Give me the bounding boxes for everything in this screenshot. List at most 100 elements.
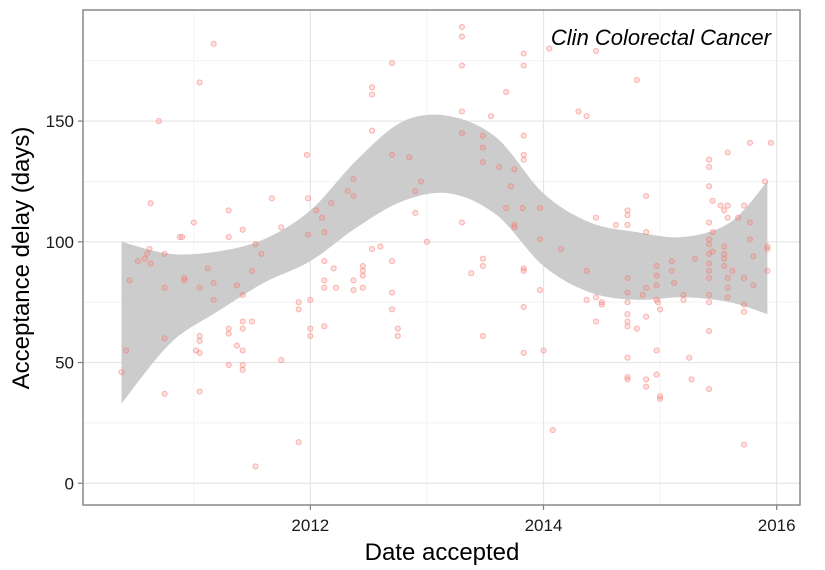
data-point xyxy=(724,294,731,301)
data-point xyxy=(458,108,465,115)
data-point xyxy=(624,274,631,282)
data-point xyxy=(394,325,401,332)
data-point xyxy=(412,188,419,195)
data-point xyxy=(653,371,660,378)
data-point xyxy=(520,156,527,163)
data-point xyxy=(624,354,631,361)
data-point xyxy=(388,306,396,313)
data-point xyxy=(239,366,246,373)
data-point xyxy=(134,258,141,265)
data-point xyxy=(210,279,217,286)
data-point xyxy=(624,323,631,330)
data-point xyxy=(692,255,699,262)
data-point xyxy=(196,79,203,86)
data-point xyxy=(233,342,240,349)
data-point xyxy=(575,108,582,115)
data-point xyxy=(295,439,302,446)
x-axis-title: Date accepted xyxy=(365,539,520,566)
data-point xyxy=(487,113,495,120)
data-point xyxy=(161,335,168,342)
data-point xyxy=(536,287,544,294)
data-point xyxy=(350,277,357,284)
data-point xyxy=(520,303,527,311)
journal-annotation: Clin Colorectal Cancer xyxy=(551,25,773,50)
data-point xyxy=(295,306,302,313)
data-point xyxy=(507,183,514,190)
x-tick-label: 2016 xyxy=(758,516,796,535)
data-point xyxy=(161,250,168,257)
data-point xyxy=(598,301,605,308)
confidence-band-layer xyxy=(121,114,768,404)
data-point xyxy=(540,347,547,354)
data-point xyxy=(318,214,326,221)
data-point xyxy=(233,282,240,289)
data-point xyxy=(225,207,232,214)
y-tick-label: 50 xyxy=(55,354,74,373)
data-point xyxy=(278,224,285,231)
data-point xyxy=(688,376,695,383)
data-point xyxy=(479,332,486,340)
data-point xyxy=(239,318,246,325)
data-point xyxy=(746,236,753,243)
data-point xyxy=(653,272,660,279)
data-point xyxy=(307,325,314,332)
data-point xyxy=(721,255,728,262)
data-point xyxy=(583,267,590,274)
data-point xyxy=(210,40,217,47)
data-point xyxy=(549,427,556,434)
data-point xyxy=(764,267,771,274)
data-point xyxy=(709,229,716,236)
data-point xyxy=(764,245,771,253)
data-point xyxy=(680,291,687,298)
data-point xyxy=(643,376,650,383)
data-point xyxy=(321,229,328,236)
data-point xyxy=(724,214,731,221)
data-point xyxy=(328,200,335,207)
data-point xyxy=(724,284,731,291)
data-point xyxy=(746,139,753,146)
data-point xyxy=(141,255,148,262)
data-point xyxy=(592,318,600,325)
data-point xyxy=(304,195,312,202)
data-point xyxy=(468,270,475,277)
data-point xyxy=(740,308,748,315)
data-point xyxy=(155,118,162,125)
data-point xyxy=(624,311,631,318)
data-point xyxy=(643,229,650,236)
data-point xyxy=(740,441,748,448)
data-point xyxy=(657,393,664,400)
data-point xyxy=(268,195,275,202)
data-point xyxy=(239,226,246,233)
data-point xyxy=(147,260,154,267)
data-point xyxy=(359,284,366,291)
y-axis-title: Acceptance delay (days) xyxy=(8,127,35,390)
data-point xyxy=(680,296,687,303)
data-point xyxy=(321,258,328,265)
data-point xyxy=(388,289,396,296)
data-point xyxy=(706,219,713,226)
data-point xyxy=(406,154,413,161)
x-tick-label: 2014 xyxy=(525,516,563,535)
data-point xyxy=(740,301,748,308)
data-point xyxy=(511,224,518,231)
data-point xyxy=(479,255,486,262)
data-point xyxy=(624,221,631,228)
data-point xyxy=(350,175,357,183)
data-point xyxy=(520,267,527,274)
data-point xyxy=(706,241,713,248)
y-tick-label: 0 xyxy=(65,474,74,493)
data-point xyxy=(190,219,197,226)
data-point xyxy=(706,183,713,190)
data-point xyxy=(479,159,486,166)
data-point xyxy=(388,60,396,67)
data-point xyxy=(225,233,232,241)
data-point xyxy=(123,347,130,354)
confidence-band xyxy=(121,114,768,404)
data-point xyxy=(479,144,486,151)
data-point xyxy=(654,299,661,306)
data-point xyxy=(147,200,154,207)
data-point xyxy=(750,282,757,289)
data-point xyxy=(706,267,713,274)
data-point xyxy=(643,284,650,291)
data-point xyxy=(583,113,590,120)
